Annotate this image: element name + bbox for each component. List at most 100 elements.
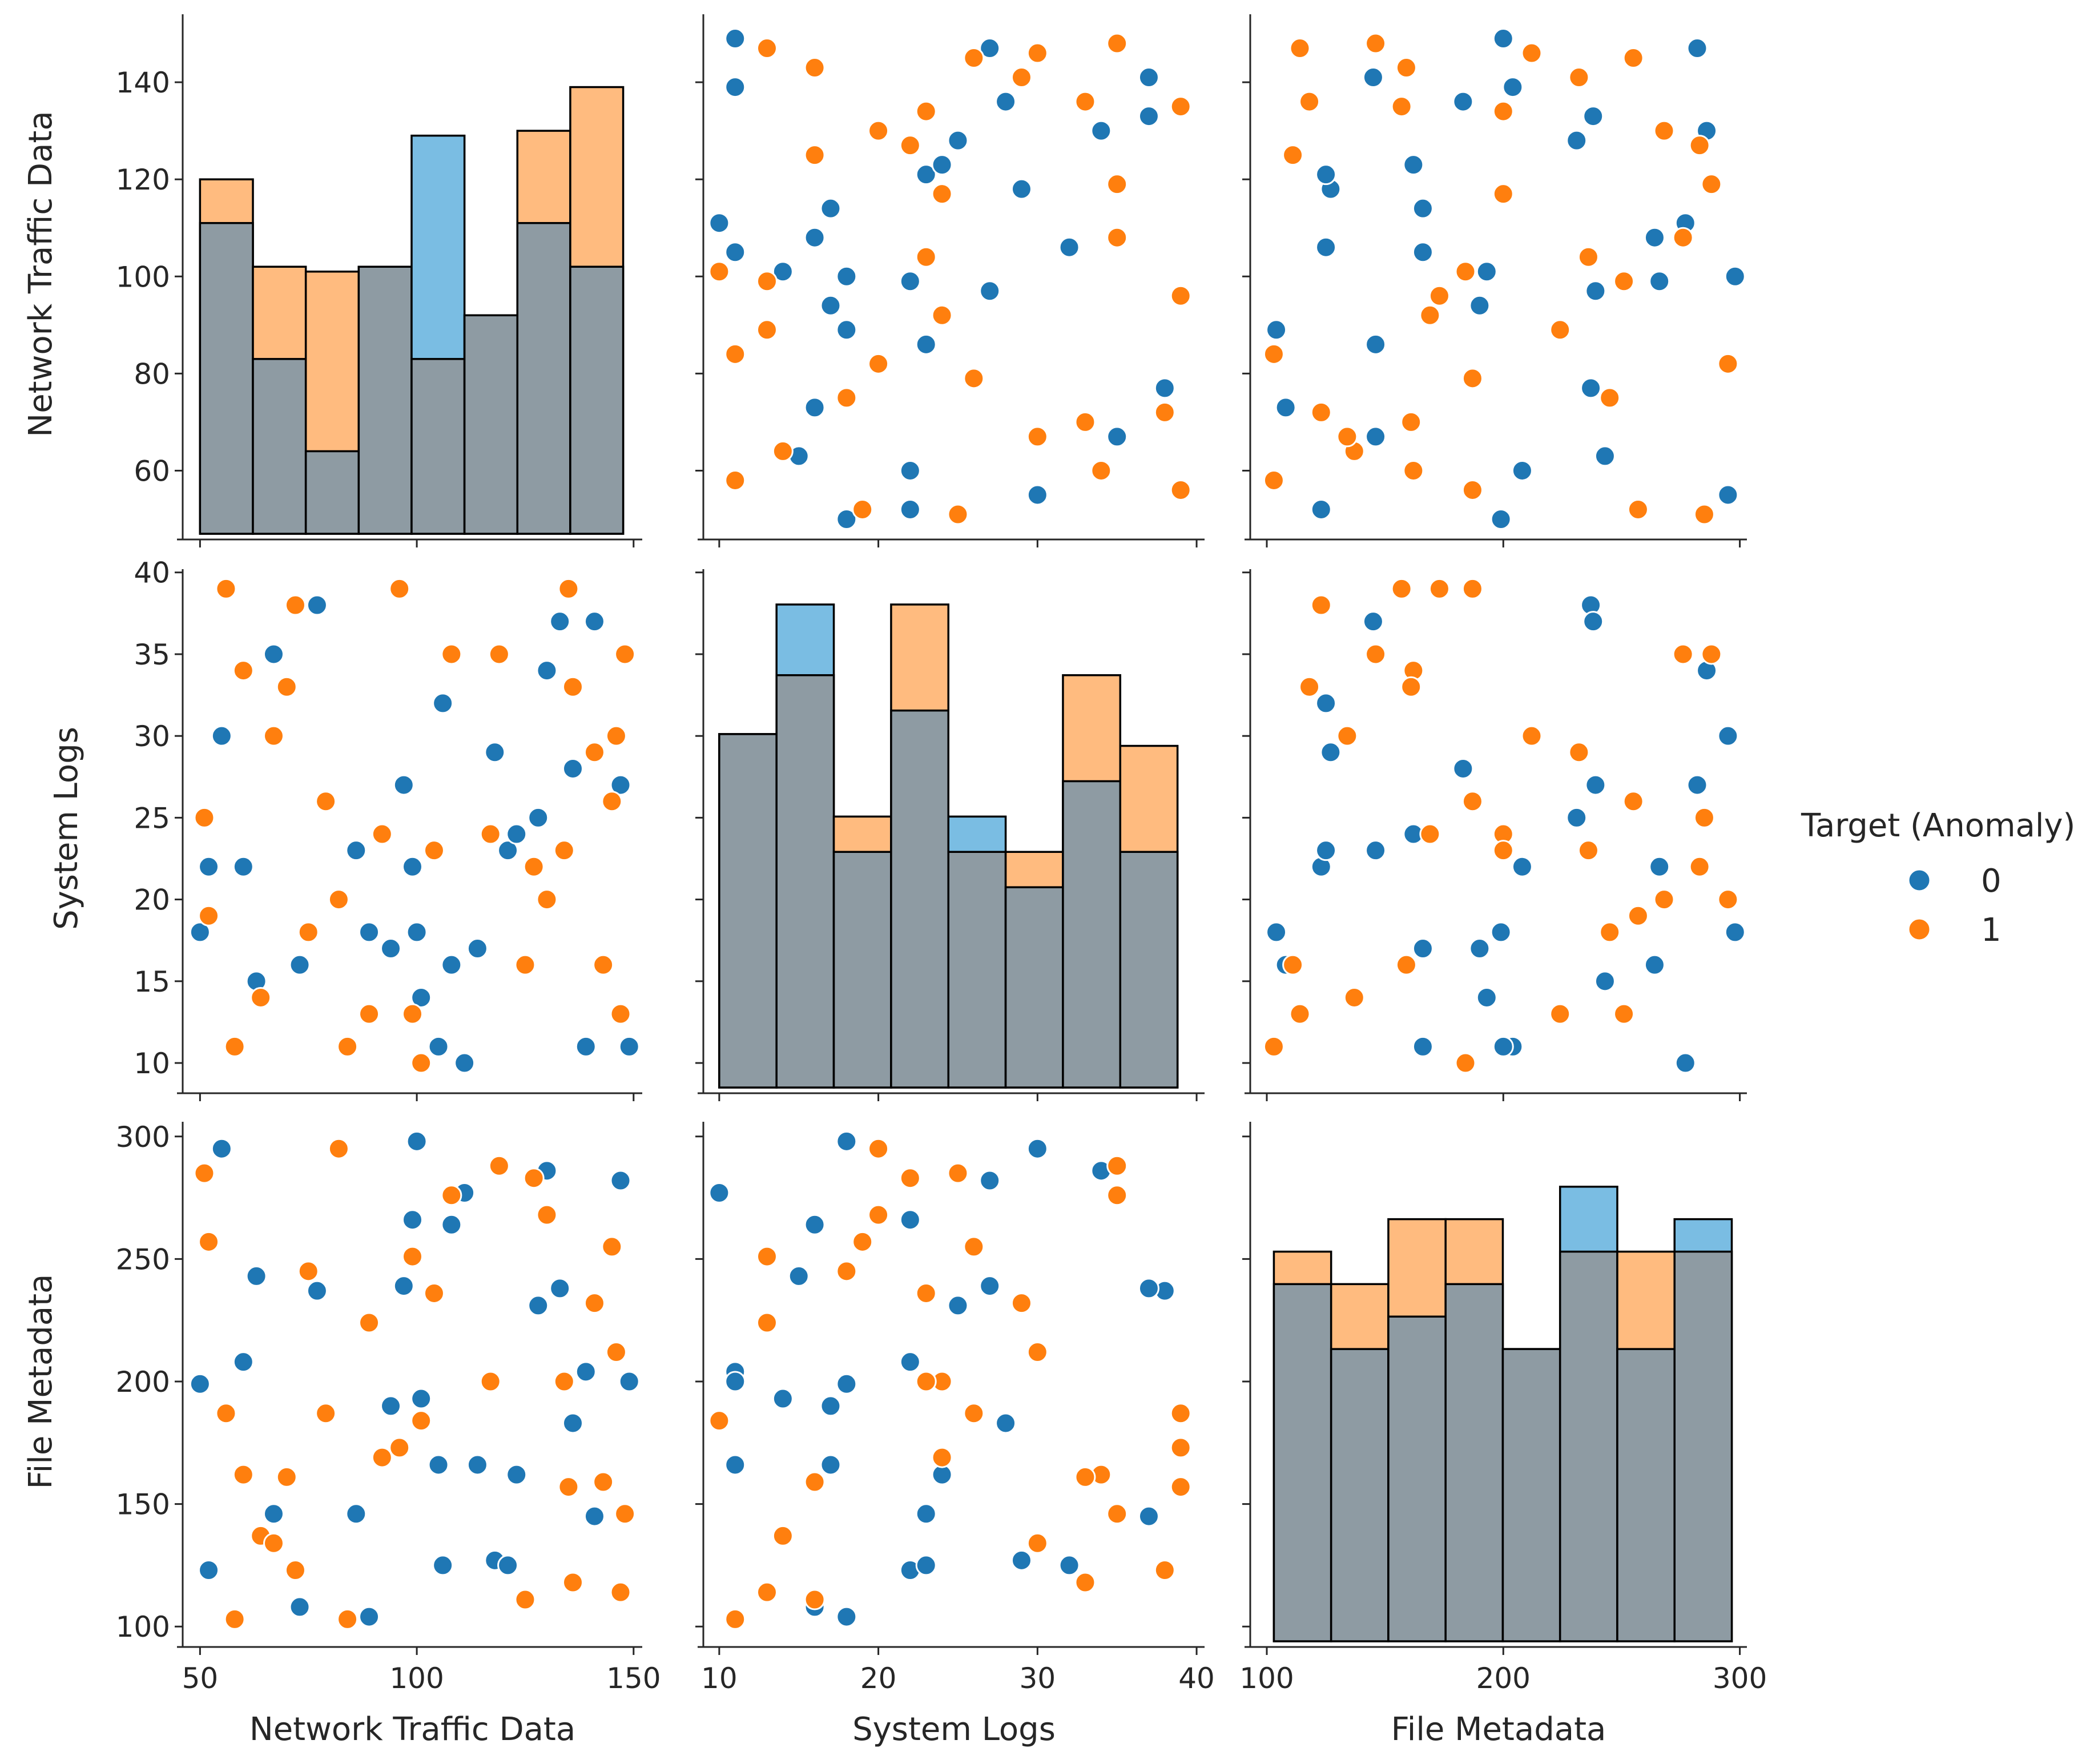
scatter-point-class-0	[820, 1454, 841, 1476]
scatter-point-class-0	[1476, 986, 1497, 1008]
scatter-point-class-0	[380, 1395, 402, 1417]
scatter-point-class-1	[359, 1312, 380, 1334]
y-tick-label: 250	[116, 1243, 170, 1276]
hist-bar-overlap	[410, 358, 466, 535]
hist-bar-overlap	[775, 674, 835, 1089]
scatter-point-class-1	[868, 353, 889, 374]
legend-marker-1	[1907, 917, 1931, 941]
scatter-point-class-1	[947, 504, 969, 525]
scatter-point-class-1	[1310, 594, 1332, 616]
scatter-point-class-1	[1010, 1292, 1032, 1314]
scatter-point-class-1	[1299, 676, 1320, 698]
hist-bar-overlap	[199, 221, 254, 535]
scatter-point-class-1	[1282, 954, 1304, 976]
scatter-point-class-1	[708, 1410, 730, 1432]
scatter-point-class-0	[1492, 28, 1514, 50]
scatter-point-class-1	[523, 856, 545, 877]
y-tick-label: 25	[134, 802, 170, 835]
scatter-point-class-1	[284, 1560, 306, 1581]
scatter-point-class-1	[756, 1312, 778, 1334]
y-tick-label: 30	[134, 720, 170, 753]
scatter-point-class-0	[1315, 236, 1337, 258]
scatter-point-class-0	[1582, 611, 1604, 633]
scatter-point-class-1	[562, 676, 583, 698]
scatter-point-class-1	[852, 498, 873, 520]
scatter-point-class-0	[1566, 130, 1588, 151]
scatter-point-class-1	[1154, 1560, 1175, 1581]
x-tick-label: 40	[1178, 1662, 1215, 1695]
scatter-point-class-0	[836, 265, 857, 287]
scatter-point-class-0	[410, 986, 432, 1008]
scatter-point-class-1	[1289, 38, 1311, 59]
scatter-point-class-0	[380, 938, 402, 960]
scatter-point-class-1	[536, 889, 558, 911]
legend-marker-0	[1907, 868, 1931, 892]
scatter-point-class-1	[297, 921, 319, 943]
scatter-point-class-1	[423, 840, 445, 861]
y-tick-label: 40	[134, 557, 170, 590]
scatter-point-class-1	[389, 578, 410, 599]
hist-bar-overlap	[463, 314, 519, 535]
scatter-point-class-0	[1320, 742, 1342, 763]
scatter-point-class-0	[1362, 611, 1384, 633]
scatter-point-class-1	[1627, 498, 1649, 520]
scatter-point-class-0	[575, 1361, 597, 1383]
scatter-point-class-1	[1672, 227, 1694, 248]
scatter-point-class-1	[756, 38, 778, 59]
scatter-point-class-0	[788, 1265, 810, 1287]
scatter-point-class-0	[931, 154, 953, 176]
scatter-point-class-1	[1106, 174, 1128, 195]
scatter-point-class-1	[836, 1260, 857, 1282]
scatter-point-class-0	[506, 1464, 527, 1485]
scatter-point-class-0	[497, 840, 519, 861]
scatter-point-class-1	[1090, 460, 1112, 481]
scatter-point-class-0	[359, 921, 380, 943]
scatter-point-class-0	[263, 643, 284, 665]
scatter-point-class-0	[1403, 154, 1424, 176]
scatter-point-class-0	[1365, 333, 1387, 355]
x-tick-label: 20	[860, 1662, 897, 1695]
panel-r0-c2	[1242, 14, 1747, 547]
scatter-point-class-1	[1106, 1503, 1128, 1525]
hist-bar-overlap	[890, 709, 949, 1089]
scatter-point-class-1	[724, 1608, 746, 1630]
scatter-point-class-1	[232, 660, 254, 682]
scatter-point-class-1	[1693, 807, 1715, 828]
hist-bar-overlap	[832, 851, 892, 1089]
scatter-point-class-1	[931, 183, 953, 205]
scatter-point-class-0	[1511, 856, 1533, 877]
scatter-point-class-0	[836, 1130, 857, 1152]
scatter-point-class-1	[389, 1437, 410, 1459]
scatter-point-class-1	[614, 1503, 636, 1525]
scatter-point-class-0	[198, 1560, 220, 1581]
scatter-point-class-1	[371, 1447, 393, 1468]
scatter-point-class-1	[1106, 1155, 1128, 1177]
y-tick-label: 100	[116, 260, 170, 293]
scatter-point-class-1	[1455, 1052, 1476, 1074]
scatter-point-class-0	[410, 1388, 432, 1409]
scatter-point-class-1	[1289, 1003, 1311, 1025]
scatter-point-class-1	[1717, 889, 1739, 911]
scatter-point-class-1	[371, 823, 393, 845]
scatter-point-class-1	[1599, 387, 1621, 409]
pairplot-panels: 60 80 100 120 140 10 15 20 25 30 35 40 100 150 200 250 3…	[22, 14, 1767, 1748]
hist-bar-overlap	[1387, 1315, 1447, 1642]
scatter-point-class-0	[1686, 774, 1708, 796]
scatter-point-class-0	[1315, 840, 1337, 861]
scatter-point-class-1	[963, 368, 985, 389]
scatter-point-class-0	[527, 807, 549, 828]
scatter-point-class-1	[1170, 1476, 1191, 1498]
scatter-point-class-0	[979, 1170, 1001, 1191]
y-tick-label: 20	[134, 884, 170, 917]
scatter-point-class-1	[756, 319, 778, 341]
scatter-point-class-1	[1026, 426, 1048, 448]
scatter-point-class-0	[804, 397, 825, 418]
scatter-point-class-0	[466, 938, 488, 960]
scatter-point-class-0	[995, 1412, 1017, 1434]
scatter-point-class-1	[1336, 725, 1358, 747]
scatter-point-class-1	[1613, 271, 1635, 292]
scatter-point-class-0	[899, 498, 921, 520]
scatter-point-class-1	[263, 1532, 284, 1554]
scatter-point-class-0	[618, 1371, 640, 1392]
y-axis-label-0: Network Traffic Data	[22, 111, 59, 437]
